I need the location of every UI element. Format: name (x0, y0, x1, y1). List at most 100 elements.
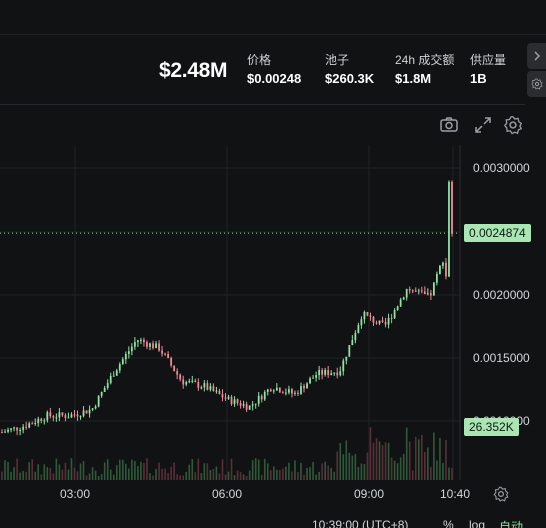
volume-bar (46, 467, 49, 480)
gear-icon (503, 116, 523, 135)
candle-body (291, 389, 293, 394)
percent-toggle[interactable]: % (443, 518, 454, 528)
candle-body (360, 319, 363, 326)
volume-bar (70, 458, 73, 480)
candle-body (435, 273, 438, 283)
chart-grid (0, 145, 461, 480)
candle-body (97, 395, 100, 407)
axis-settings-button[interactable] (492, 485, 512, 505)
volume-bar (146, 458, 148, 480)
volume-bar (279, 470, 281, 480)
candle-body (133, 342, 136, 347)
candle-body (351, 340, 354, 346)
volume-bar (64, 462, 67, 480)
candle-body (269, 389, 272, 392)
volume-bar (103, 462, 106, 480)
volume-bar (158, 462, 160, 480)
candle-body (212, 386, 215, 392)
candle-body (109, 375, 112, 384)
volume-bar (43, 464, 46, 480)
collapse-panel-button[interactable] (527, 43, 546, 69)
volume-bar (318, 471, 320, 480)
candle-body (260, 395, 263, 400)
price-chart[interactable] (0, 140, 546, 528)
volume-bar (140, 461, 142, 480)
volume-bar (203, 463, 206, 480)
candle-body (315, 375, 317, 378)
candle-body (67, 417, 70, 419)
volume-bar (269, 470, 272, 480)
candle-body (251, 404, 254, 406)
candle-body (121, 359, 124, 365)
candle-body (357, 325, 360, 334)
fullscreen-button[interactable] (472, 114, 494, 136)
volume-bar (34, 471, 37, 480)
volume-bar (327, 465, 329, 480)
volume-bar (19, 472, 21, 480)
panel-settings-button[interactable] (527, 71, 546, 97)
log-toggle[interactable]: log (469, 518, 486, 528)
candle-body (88, 409, 91, 414)
candle-body (203, 383, 206, 388)
volume-bar (94, 470, 97, 480)
candle-body (330, 373, 333, 375)
gear-icon (493, 486, 509, 502)
volume-bar (369, 427, 372, 480)
volume-bar (312, 461, 314, 480)
candle-body (393, 310, 396, 319)
candle-body (22, 426, 25, 430)
candle-body (309, 378, 311, 384)
candle-body (378, 320, 381, 324)
candle-body (275, 387, 278, 391)
candle-body (34, 422, 37, 424)
stat-pool-value: $260.3K (325, 71, 375, 86)
volume-bar (200, 473, 203, 480)
volume-bar (149, 472, 151, 480)
stat-volume-label: 24h 成交额 (395, 53, 455, 67)
volume-bar (91, 467, 94, 480)
candle-body (161, 350, 163, 354)
volume-bar (273, 466, 275, 480)
auto-scale-toggle[interactable]: 自动 (499, 520, 524, 528)
candle-body (384, 321, 387, 325)
volume-bar (97, 475, 100, 480)
volume-bar (433, 432, 435, 480)
volume-bar (266, 463, 269, 480)
candle-body (420, 290, 423, 292)
chevron-right-icon (533, 51, 540, 61)
chart-settings-button[interactable] (502, 114, 524, 136)
candle-body (348, 345, 351, 357)
volume-bar (194, 472, 197, 480)
volume-bar (182, 475, 185, 480)
volume-bar (390, 457, 393, 480)
volume-bar (288, 462, 290, 480)
candle-body (40, 418, 43, 422)
volume-tag: 26.352K (464, 418, 519, 436)
volume-bar (297, 471, 299, 480)
volume-bar (439, 437, 441, 480)
candle-body (146, 342, 148, 347)
volume-bar (67, 469, 70, 480)
volume-bar (170, 466, 172, 480)
candle-body (245, 404, 248, 410)
candle-body (272, 390, 275, 392)
candle-body (381, 320, 384, 322)
volume-bar (100, 474, 103, 480)
candle-body (167, 354, 170, 358)
candle-body (405, 289, 408, 298)
volume-bar (106, 459, 109, 480)
stat-pool-label: 池子 (325, 53, 350, 67)
candle-body (278, 387, 281, 393)
volume-bar (137, 466, 139, 480)
candle-body (49, 412, 52, 417)
volume-bar (351, 455, 354, 480)
volume-bar (363, 464, 366, 480)
screenshot-button[interactable] (438, 114, 460, 136)
candle-body (25, 426, 28, 428)
volume-bar (233, 475, 236, 480)
candle-body (61, 412, 64, 416)
volume-bar (185, 471, 188, 480)
candle-body (429, 293, 432, 296)
candle-body (115, 370, 118, 376)
candle-body (164, 353, 166, 355)
